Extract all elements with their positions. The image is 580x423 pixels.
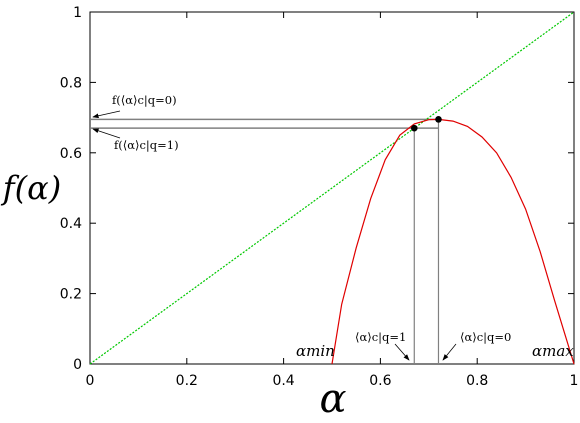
y-tick-label: 0.2 [60,287,82,303]
x-tick-label: 0.2 [176,373,198,389]
spectrum-curve [331,118,575,365]
label-f-q0: f(⟨α⟩c|q=0) [112,93,177,108]
chart-series [89,11,575,365]
x-tick-label: 0.4 [272,373,294,389]
data-point [435,116,442,123]
annotation-f-q0: f(⟨α⟩c|q=0) [92,93,177,119]
highlighted-points [410,116,442,132]
y-tick-label: 0.8 [60,75,82,91]
x-tick-label: 1 [570,373,579,389]
annotation-alpha-q0: ⟨α⟩c|q=0 [442,330,511,361]
y-tick-label: 0.6 [60,146,82,162]
label-alpha-q0: ⟨α⟩c|q=0 [460,330,511,345]
annotation-f-q1: f(⟨α⟩c|q=1) [92,128,179,153]
arrow-f-q1 [92,128,121,139]
x-axis-title: α [319,376,346,422]
arrow-alpha-q1 [394,343,410,361]
y-tick-label: 0.4 [60,216,82,232]
label-alpha-q1: ⟨α⟩c|q=1 [355,330,406,345]
x-tick-label: 0.6 [369,373,391,389]
x-tick-label: 0 [86,373,95,389]
y-tick-label: 0 [73,357,82,373]
x-tick-label: 0.8 [466,373,488,389]
label-alpha-max: αmax [532,342,574,360]
arrow-f-q0 [92,110,121,119]
label-f-q1: f(⟨α⟩c|q=1) [114,138,179,153]
data-point [410,124,418,132]
identity-line [89,11,575,365]
arrow-alpha-q0 [442,343,457,361]
annotation-alpha-q1: ⟨α⟩c|q=1 [355,330,410,361]
y-axis-ticks: 0 0.2 0.4 0.6 0.8 1 [60,5,574,373]
label-alpha-min: αmin [296,342,335,360]
y-tick-label: 1 [73,5,82,21]
guide-lines [90,118,440,364]
y-axis-title: f(α) [1,169,61,207]
x-axis-ticks: 0 0.2 0.4 0.6 0.8 1 [86,12,579,389]
